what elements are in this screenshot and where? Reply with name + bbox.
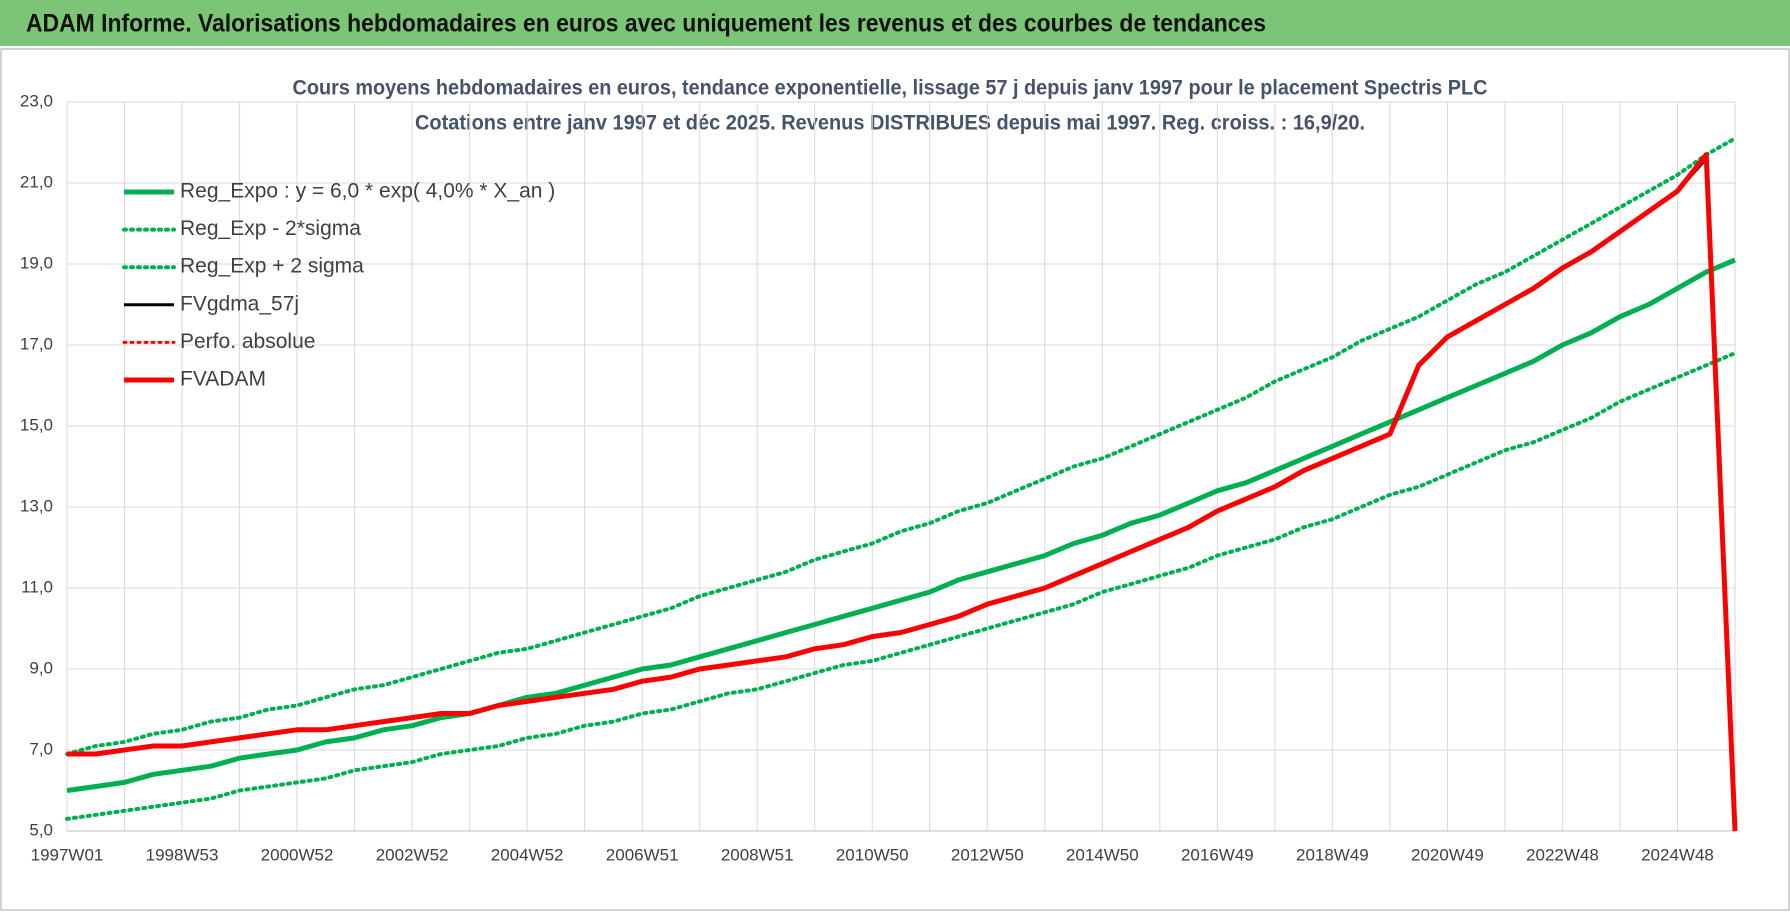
x-tick-label: 2006W51 [606,845,679,864]
x-tick-label: 2008W51 [721,845,794,864]
y-tick-label: 21,0 [20,172,53,191]
y-tick-label: 13,0 [20,496,53,515]
y-tick-label: 19,0 [20,253,53,272]
legend-label: Perfo. absolue [180,330,315,353]
y-tick-label: 23,0 [20,91,53,110]
x-tick-label: 2002W52 [376,845,449,864]
legend-label: FVADAM [180,368,266,391]
x-tick-label: 1997W01 [31,845,104,864]
y-tick-label: 7,0 [29,739,53,758]
x-tick-label: 2022W48 [1526,845,1599,864]
series-line [65,351,1737,821]
x-tick-label: 2010W50 [836,845,909,864]
series-line [67,157,1708,756]
x-tick-label: 2012W50 [951,845,1024,864]
header-bar [0,0,1790,46]
chart-title: Cours moyens hebdomadaires en euros, ten… [293,77,1488,100]
y-tick-label: 15,0 [20,415,53,434]
legend-label: Reg_Expo : y = 6,0 * exp( 4,0% * X_an ) [180,180,555,203]
y-tick-label: 17,0 [20,334,53,353]
y-tick-label: 11,0 [21,577,53,596]
chart-subtitle: Cotations entre janv 1997 et déc 2025. R… [415,112,1365,135]
x-tick-label: 2014W50 [1066,845,1139,864]
y-tick-label: 5,0 [29,820,53,839]
series-line [66,257,1736,793]
x-tick-label: 2000W52 [261,845,334,864]
x-tick-label: 2024W48 [1641,845,1714,864]
x-tick-label: 2018W49 [1296,845,1369,864]
x-tick-label: 2004W52 [491,845,564,864]
x-tick-label: 1998W53 [146,845,219,864]
x-tick-label: 2016W49 [1181,845,1254,864]
legend-label: FVgdma_57j [180,292,299,315]
series-line [65,136,1737,756]
series-line [67,152,1738,832]
y-tick-label: 9,0 [29,658,53,677]
x-tick-label: 2020W49 [1411,845,1484,864]
header-title: ADAM Informe. Valorisations hebdomadaire… [26,10,1266,38]
legend-label: Reg_Exp - 2*sigma [180,217,361,240]
chart-frame [0,48,1790,911]
legend-label: Reg_Exp + 2 sigma [180,255,364,278]
